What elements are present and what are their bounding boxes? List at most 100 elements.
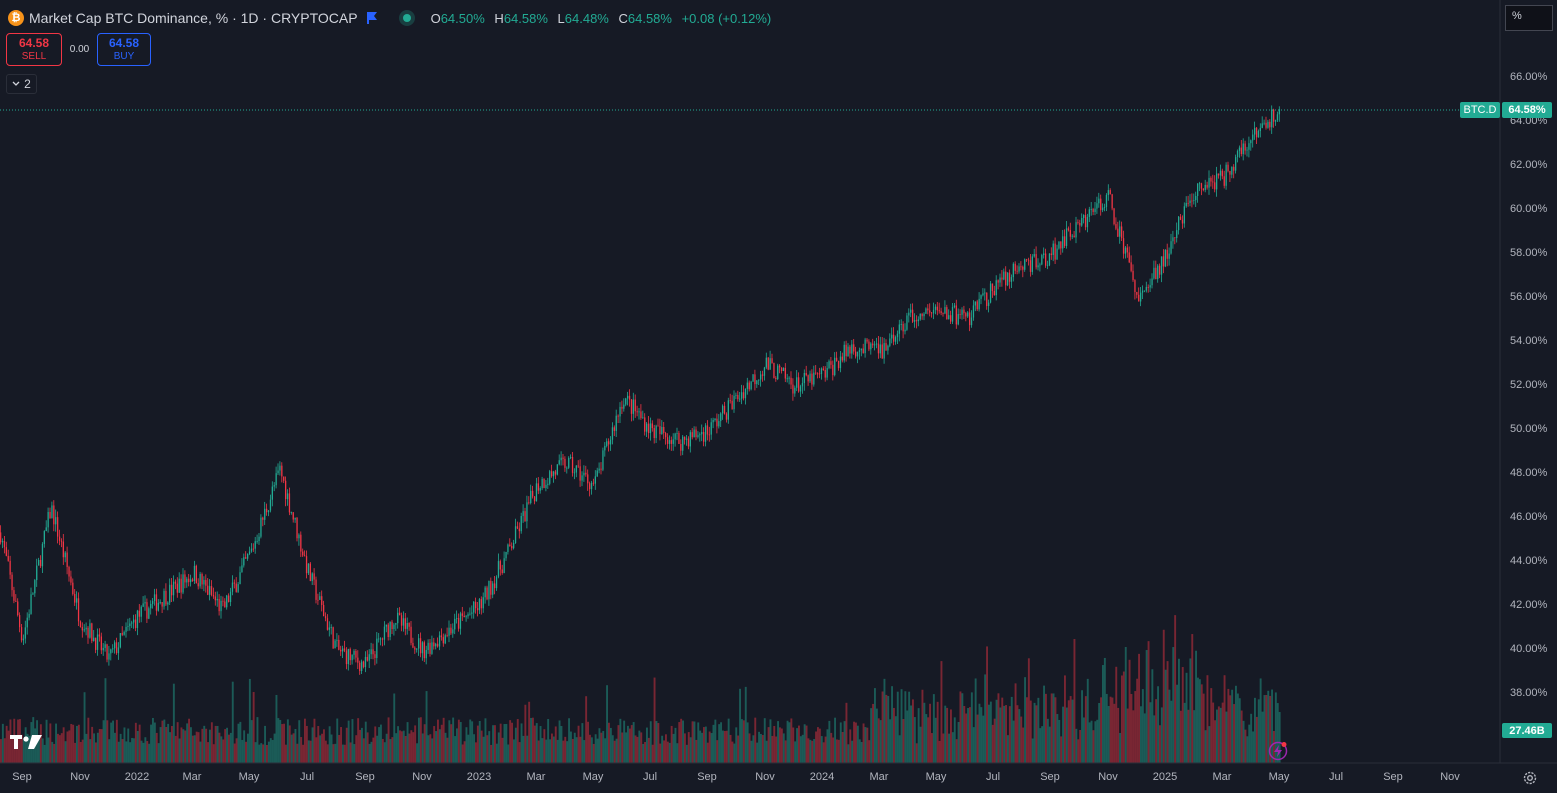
volume-bar [448,720,451,763]
flag-icon[interactable] [366,12,377,24]
volume-bar [343,744,346,763]
candle-body [978,298,980,310]
candle-body [638,411,640,413]
candle-body [1195,196,1197,201]
candle-body [178,578,180,593]
candle-body [571,456,574,473]
candle-body [997,280,999,283]
candle-body [77,598,80,622]
candle-body [102,647,104,651]
volume-bar [931,733,933,763]
candle-body [1077,222,1079,223]
settings-icon[interactable] [1522,770,1538,786]
volume-bar [205,728,208,763]
time-axis-label: May [582,771,604,783]
volume-bar [419,717,422,763]
volume-bar [355,735,358,763]
candle-body [674,433,676,440]
volume-bar [452,717,455,763]
volume-bar [444,732,447,763]
volume-bar [152,717,154,763]
candle-body [760,374,762,380]
volume-bar [988,704,990,763]
candle-body [91,623,93,642]
tradingview-logo[interactable] [10,734,42,750]
volume-bar [93,733,95,763]
candle-body [1064,236,1066,246]
volume-bar [908,691,911,763]
volume-bar [893,707,895,763]
volume-bar [727,718,730,763]
candle-body [596,470,598,477]
candle-body [469,613,471,615]
candle-body [252,548,254,550]
candle-body [976,301,978,310]
candle-body [264,508,266,520]
volume-bar [822,742,825,763]
candle-body [923,313,925,317]
volume-bar [647,737,650,763]
candle-body [541,478,543,489]
volume-bar [1191,634,1194,763]
volume-bar [1212,702,1215,763]
volume-bar [678,722,681,763]
volume-bar [305,725,308,763]
volume-bar [817,727,819,763]
candle-body [119,633,121,648]
candle-body [435,643,437,647]
candle-body [570,456,572,458]
flash-icon[interactable] [1268,741,1288,761]
volume-bar [761,735,764,763]
volume-bar [925,714,928,763]
indicators-toggle-button[interactable]: 2 [6,74,37,94]
volume-bar [248,678,251,763]
volume-bar [294,728,297,763]
volume-bar [1,723,4,763]
candle-body [710,422,712,435]
volume-bar [199,741,202,763]
time-axis-label: Mar [526,771,546,783]
symbol-title[interactable]: Market Cap BTC Dominance, % · 1D · CRYPT… [29,10,358,26]
candle-body [1238,147,1241,152]
candle-body [754,374,756,385]
volume-bar [237,723,240,763]
volume-bar [754,717,757,763]
volume-bar [400,731,403,763]
candle-body [324,616,327,619]
candle-body [763,367,766,376]
candle-body [887,345,889,351]
volume-bar [533,725,536,763]
candle-body [910,309,912,313]
volume-bar [418,717,420,763]
candle-body [106,644,108,660]
candle-body [15,600,17,602]
scale-mode-button[interactable]: % [1505,5,1553,31]
volume-bar [807,738,810,763]
candle-body [216,598,218,601]
volume-bar [1145,650,1148,763]
volume-bar [535,723,538,763]
candle-body [87,627,89,638]
sell-button[interactable]: 64.58 SELL [6,33,62,66]
volume-bar [628,728,631,763]
candle-body [81,627,83,631]
candle-body [463,615,465,618]
volume-bar [1151,669,1154,763]
candle-body [756,380,758,385]
candle-body [385,624,387,627]
buy-button[interactable]: 64.58 BUY [97,33,151,66]
candle-body [51,505,53,519]
volume-bar [957,721,960,763]
volume-bar [383,742,386,763]
candle-body [701,432,703,435]
volume-bar [594,734,597,763]
candle-body [944,307,946,314]
candle-body [212,594,215,597]
candle-body [218,598,220,612]
time-axis-label: Jul [985,771,1001,783]
candle-body [224,601,226,608]
volume-bar [100,729,103,763]
candle-body [879,344,881,354]
candle-body [697,435,699,437]
